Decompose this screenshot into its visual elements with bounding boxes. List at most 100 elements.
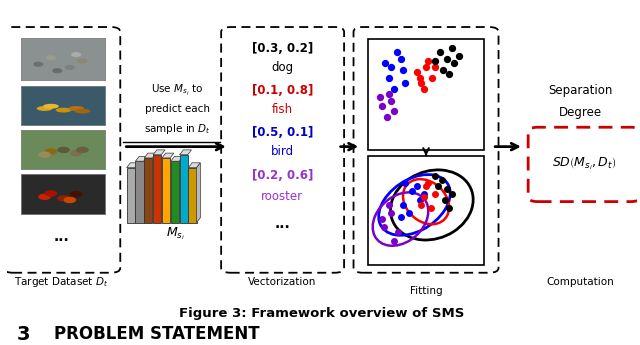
Point — [453, 53, 463, 58]
Point — [423, 180, 433, 186]
Text: predict each: predict each — [145, 105, 209, 115]
Point — [430, 191, 440, 197]
Text: sample in $D_t$: sample in $D_t$ — [143, 122, 211, 136]
Point — [430, 173, 440, 178]
Text: [0.2, 0.6]: [0.2, 0.6] — [252, 169, 313, 182]
Polygon shape — [162, 153, 174, 158]
Polygon shape — [196, 163, 200, 223]
Point — [400, 180, 410, 186]
Bar — [368, 39, 484, 150]
Circle shape — [57, 195, 70, 201]
Text: [0.1, 0.8]: [0.1, 0.8] — [252, 83, 313, 97]
Bar — [20, 38, 104, 80]
Point — [377, 216, 387, 222]
Polygon shape — [180, 150, 191, 155]
Point — [403, 210, 413, 215]
Circle shape — [52, 68, 62, 73]
Point — [412, 69, 422, 75]
Circle shape — [71, 52, 81, 57]
Circle shape — [77, 58, 88, 63]
Bar — [368, 156, 484, 265]
Point — [442, 186, 452, 191]
Point — [416, 202, 426, 208]
Point — [407, 188, 417, 194]
Circle shape — [70, 150, 83, 156]
FancyBboxPatch shape — [353, 27, 499, 273]
Point — [396, 214, 406, 220]
Point — [388, 238, 399, 244]
Text: bird: bird — [271, 145, 294, 158]
Point — [433, 184, 443, 189]
Bar — [188, 168, 196, 223]
Polygon shape — [144, 153, 156, 158]
Point — [421, 64, 431, 69]
Text: Vectorization: Vectorization — [248, 277, 316, 287]
FancyBboxPatch shape — [528, 127, 640, 201]
Text: $M_{s_i}$: $M_{s_i}$ — [166, 226, 185, 242]
Text: $SD\left(M_{s_i}, D_t\right)$: $SD\left(M_{s_i}, D_t\right)$ — [552, 155, 616, 172]
Bar — [20, 38, 104, 80]
Circle shape — [70, 191, 83, 197]
Point — [392, 49, 402, 55]
Text: 3: 3 — [16, 325, 29, 344]
Text: Figure 3: Framework overview of SMS: Figure 3: Framework overview of SMS — [179, 307, 465, 320]
Point — [379, 224, 389, 229]
Bar — [162, 158, 170, 223]
Point — [388, 108, 399, 114]
Point — [386, 64, 396, 69]
Point — [384, 202, 394, 208]
Point — [396, 56, 406, 62]
Point — [437, 177, 447, 183]
Text: Degree: Degree — [559, 106, 602, 119]
Bar — [136, 161, 143, 223]
Circle shape — [65, 65, 75, 70]
Point — [416, 81, 426, 86]
Circle shape — [45, 148, 57, 155]
Point — [419, 191, 429, 197]
Bar — [127, 168, 135, 223]
Text: dog: dog — [271, 61, 293, 74]
Point — [430, 64, 440, 69]
Bar — [20, 130, 104, 169]
Point — [412, 184, 422, 189]
Text: Fitting: Fitting — [410, 286, 442, 296]
Polygon shape — [188, 163, 200, 168]
Ellipse shape — [68, 106, 84, 111]
Point — [430, 58, 440, 64]
Polygon shape — [136, 156, 147, 161]
Point — [440, 197, 450, 202]
Text: rooster: rooster — [261, 190, 303, 203]
Point — [386, 98, 396, 104]
Point — [435, 49, 445, 55]
Polygon shape — [171, 156, 182, 161]
Point — [415, 75, 426, 80]
Circle shape — [46, 55, 56, 60]
FancyBboxPatch shape — [4, 27, 120, 273]
Point — [388, 86, 399, 92]
Point — [393, 229, 403, 235]
Point — [447, 45, 457, 51]
Point — [415, 197, 426, 202]
Text: ...: ... — [54, 230, 70, 244]
Bar — [20, 86, 104, 125]
Text: Use $M_{s_i}$ to: Use $M_{s_i}$ to — [151, 82, 204, 98]
Bar — [20, 86, 104, 125]
Point — [447, 191, 457, 197]
Point — [386, 210, 396, 215]
Bar — [171, 161, 179, 223]
Point — [384, 75, 394, 80]
Ellipse shape — [43, 104, 59, 109]
Text: Target Dataset $D_t$: Target Dataset $D_t$ — [15, 275, 109, 289]
Point — [397, 202, 408, 208]
Circle shape — [33, 62, 44, 67]
Circle shape — [57, 147, 70, 153]
Polygon shape — [127, 163, 138, 168]
Circle shape — [76, 147, 89, 153]
Bar — [144, 158, 152, 223]
Ellipse shape — [36, 106, 52, 111]
Point — [374, 94, 385, 99]
Text: Separation: Separation — [548, 83, 612, 97]
Point — [426, 205, 436, 211]
Text: Computation: Computation — [547, 277, 614, 287]
Text: [0.5, 0.1]: [0.5, 0.1] — [252, 126, 313, 139]
